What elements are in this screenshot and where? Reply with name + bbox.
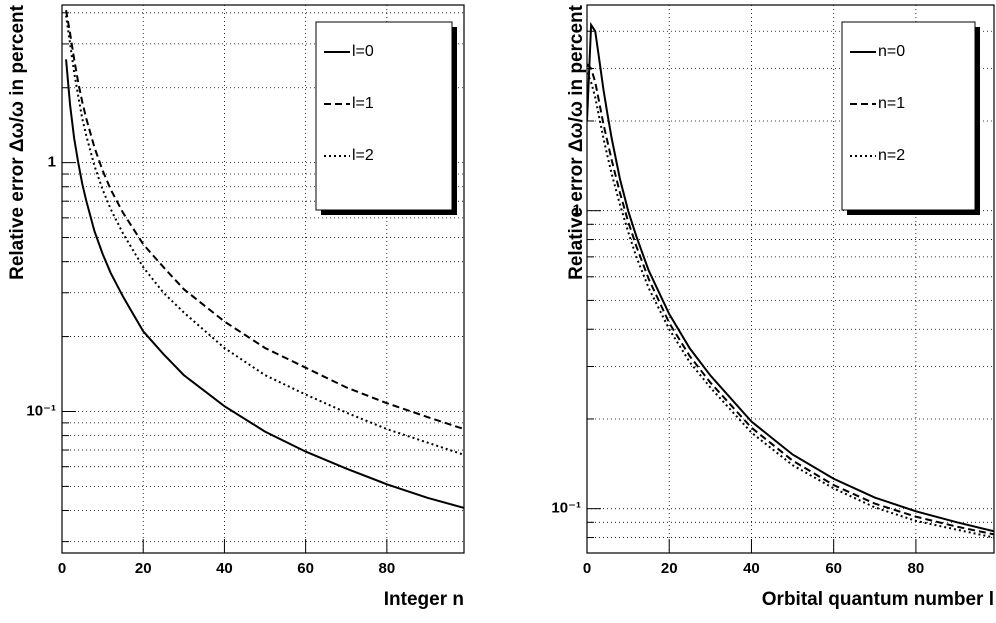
x-tick-label: 40 <box>743 560 760 577</box>
x-tick-label: 40 <box>216 560 233 577</box>
x-tick-label: 60 <box>297 560 314 577</box>
x-tick-label: 20 <box>135 560 152 577</box>
x-axis-title: Integer n <box>384 589 464 610</box>
plot-frame <box>586 4 995 554</box>
y-tick-label: 10⁻¹ <box>551 500 581 517</box>
x-tick-label: 80 <box>908 560 925 577</box>
legend-label: l=0 <box>352 43 374 60</box>
x-tick-label: 0 <box>58 560 66 577</box>
y-tick-label: 1 <box>573 202 581 219</box>
legend-label: n=0 <box>878 43 905 60</box>
y-axis-title: Relative error Δω/ω in percent <box>566 4 587 280</box>
x-tick-label: 20 <box>661 560 678 577</box>
y-tick-label: 10⁻¹ <box>26 402 56 419</box>
y-tick-label: 1 <box>48 154 56 171</box>
legend-label: n=2 <box>878 147 905 164</box>
y-axis-title: Relative error Δω/ω in percent <box>7 4 28 280</box>
legend-label: l=2 <box>352 147 374 164</box>
x-tick-label: 0 <box>583 560 591 577</box>
legend-label: n=1 <box>878 95 905 112</box>
x-tick-label: 60 <box>825 560 842 577</box>
legend-label: l=1 <box>352 95 374 112</box>
plot: 0 20 40 60 80 10⁻¹ 1 Orbital quantum number l Re… <box>551 4 995 610</box>
series-line <box>587 21 994 533</box>
series-line <box>65 59 464 509</box>
x-tick-label: 80 <box>379 560 396 577</box>
x-axis-title: Orbital quantum number l <box>762 589 994 610</box>
plot-frame <box>61 4 465 554</box>
legend-box <box>315 21 453 211</box>
series-line <box>587 63 994 536</box>
series-line <box>65 15 464 456</box>
legend-box <box>841 21 976 211</box>
plot: 0 20 40 60 80 10⁻¹ 1 Integer n Relative error Δω… <box>7 4 465 610</box>
